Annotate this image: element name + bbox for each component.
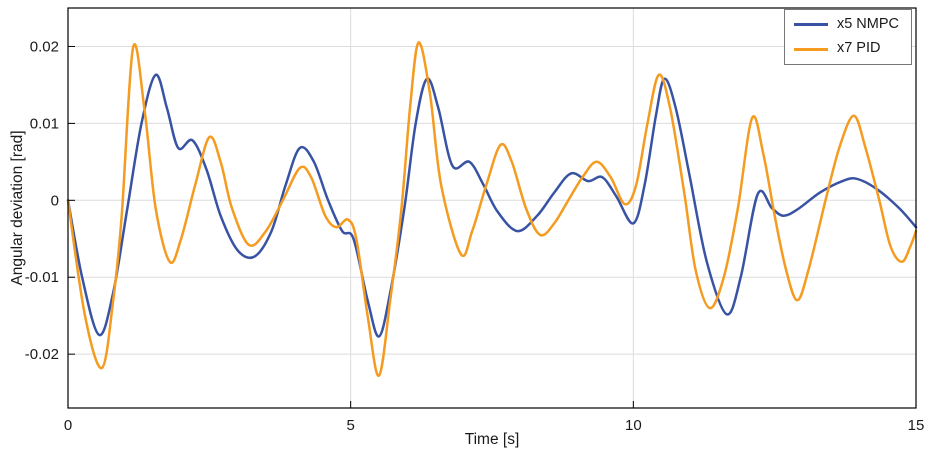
x-tick-label: 0 bbox=[64, 417, 72, 434]
y-tick-label: -0.02 bbox=[25, 346, 59, 363]
y-tick-label: 0.02 bbox=[30, 38, 59, 55]
y-axis-label: Angular deviation [rad] bbox=[9, 130, 26, 286]
x-tick-label: 15 bbox=[908, 417, 925, 434]
y-tick-label: 0.01 bbox=[30, 115, 59, 132]
legend-item: x7 PID bbox=[793, 40, 899, 57]
x-tick-label: 10 bbox=[625, 417, 642, 434]
series-line-x7-pid bbox=[66, 41, 918, 377]
legend-label: x5 NMPC bbox=[836, 16, 899, 32]
legend-line-swatch bbox=[793, 47, 828, 51]
legend: x5 NMPC x7 PID bbox=[783, 9, 912, 65]
legend-item: x5 NMPC bbox=[793, 16, 899, 33]
y-tick-label: 0 bbox=[51, 192, 59, 209]
plot-border bbox=[67, 7, 917, 409]
x-tick-label: 5 bbox=[346, 417, 354, 434]
legend-label: x7 PID bbox=[836, 40, 881, 57]
series-line-x5-nmpc bbox=[66, 73, 918, 338]
x-axis-label: Time [s] bbox=[464, 431, 520, 448]
y-tick-label: -0.01 bbox=[25, 269, 59, 286]
legend-line-swatch bbox=[793, 23, 828, 27]
